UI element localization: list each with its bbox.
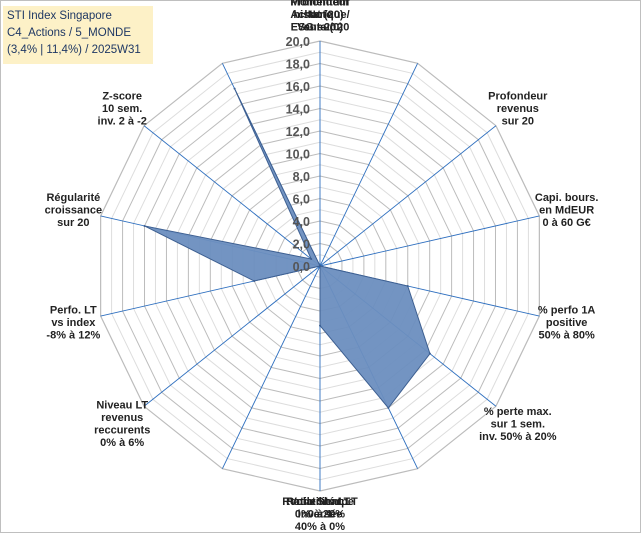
axis-label: Niveau LT revenus reccurents 0% à 6% (94, 400, 150, 450)
data-point (319, 265, 321, 267)
axis-spoke (221, 265, 321, 469)
axis-label: Rendement LT 0% à 20% (282, 496, 358, 521)
radar-series (143, 87, 431, 409)
tick-label: 20,0 (286, 35, 310, 49)
tick-label: 12,0 (286, 125, 310, 139)
data-point (253, 280, 256, 283)
title-line-2: C4_Actions / 5_MONDE (7, 27, 131, 39)
axis-spoke (143, 265, 321, 407)
axis-label: Profondeur revenus sur 20 (488, 91, 548, 128)
data-point (406, 285, 409, 288)
tick-label: 2,0 (293, 238, 310, 252)
axis-spoke (143, 125, 321, 267)
tick-label: 4,0 (293, 215, 310, 229)
tick-label: 8,0 (293, 170, 310, 184)
radar-tick-labels: 0,0 2,0 4,0 6,0 8,0 10,0 12,0 14,0 16,0 18,0 20,0 (286, 35, 310, 274)
axis-spoke (319, 215, 540, 267)
data-point (310, 257, 313, 260)
axis-spoke (319, 63, 419, 267)
axis-label: % perte max. sur 1 sem. inv. 50% à 20% (479, 406, 557, 443)
tick-label: 0,0 (293, 260, 310, 274)
tick-label: 18,0 (286, 58, 310, 72)
title-line-1: STI Index Singapore (7, 10, 112, 22)
axis-label: Z-score 10 sem. inv. 2 à -2 (98, 91, 147, 128)
data-point (233, 87, 236, 90)
data-point (428, 352, 431, 355)
axis-label: Capi. bours. en MdEUR 0 à 60 G€ (535, 192, 599, 229)
data-point (143, 224, 146, 227)
data-point (387, 406, 390, 409)
tick-label: 10,0 (286, 148, 310, 162)
tick-label: 16,0 (286, 80, 310, 94)
tick-label: 14,0 (286, 103, 310, 117)
axis-label: Volatilité LT inversée 40% à 0% (290, 496, 351, 533)
chart-title-box: STI Index Singapore C4_Actions / 5_MONDE… (3, 6, 153, 64)
tick-label: 6,0 (293, 193, 310, 207)
data-point (319, 324, 321, 327)
axis-label: Régularité croissance sur 20 (45, 192, 102, 229)
axis-label: Note ESG sur 20 (291, 9, 350, 34)
axis-label: Perfo. LT vs index -8% à 12% (46, 305, 100, 342)
axis-label: Profondeur historique sur 20 (290, 0, 350, 34)
axis-label: Momentum Achat (20) / Vente (0) (290, 0, 349, 34)
axis-label: % perfo 1A positive 50% à 80% (538, 305, 596, 342)
title-line-3: (3,4% | 11,4%) / 2025W31 (7, 44, 141, 56)
axis-label: Ratio Sharpe 0 à 1 (286, 496, 354, 521)
axis-spoke (319, 125, 497, 267)
